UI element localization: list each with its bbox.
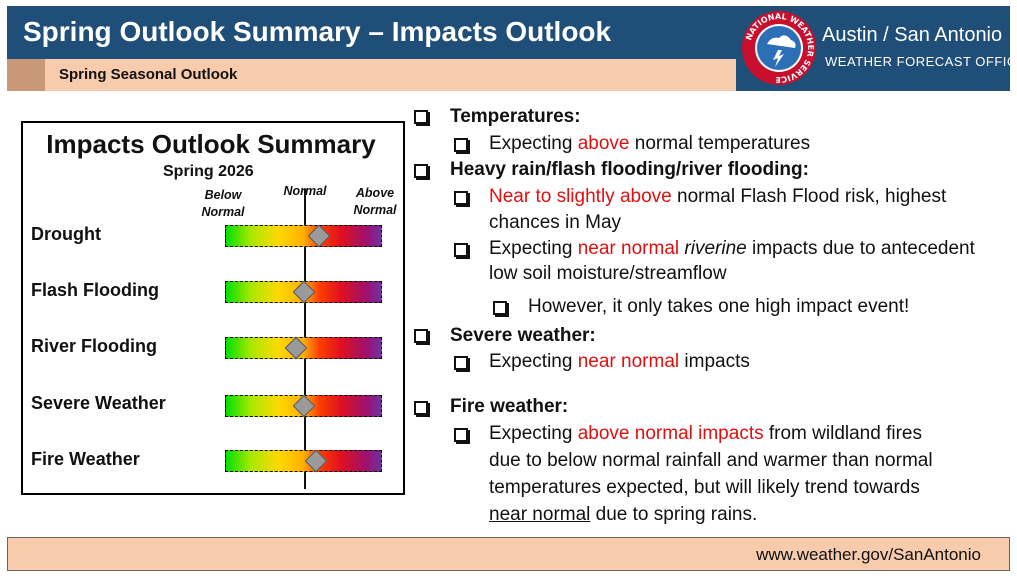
bullet-riverine: Expecting near normal riverine impacts d… bbox=[489, 238, 975, 259]
bullet-box bbox=[454, 138, 468, 152]
row-label-fire-weather: Fire Weather bbox=[31, 449, 140, 469]
bullet-flash-flood: Near to slightly above normal Flash Floo… bbox=[489, 186, 947, 207]
office-name: Austin / San Antonio bbox=[822, 24, 1003, 46]
row-label-severe-weather: Severe Weather bbox=[31, 393, 166, 413]
bullet-box bbox=[414, 110, 428, 124]
bullet-box bbox=[414, 329, 428, 343]
heading-severe-weather: Severe weather: bbox=[450, 325, 596, 346]
heading-temperatures: Temperatures: bbox=[450, 106, 581, 127]
bullet-riverine-cont: low soil moisture/streamflow bbox=[489, 263, 727, 284]
page-subtitle: Spring Seasonal Outlook bbox=[59, 66, 238, 83]
row-label-flash-flooding: Flash Flooding bbox=[31, 280, 159, 300]
office-banner: NATIONAL WEATHER SERVICE Austin / San An… bbox=[736, 6, 1017, 91]
footer-bar: www.weather.gov/SanAntonio bbox=[7, 537, 1010, 571]
bullet-fire-cont-2: temperatures expected, but will likely t… bbox=[489, 477, 920, 498]
bullet-box bbox=[414, 164, 428, 178]
impact-bar-fire-weather bbox=[225, 450, 382, 472]
bullet-severe: Expecting near normal impacts bbox=[489, 351, 750, 372]
heading-heavy-rain: Heavy rain/flash flooding/river flooding… bbox=[450, 159, 809, 180]
bullet-fire-cont-1: due to below normal rainfall and warmer … bbox=[489, 450, 933, 471]
office-subtitle: WEATHER FORECAST OFFICE bbox=[825, 54, 1017, 69]
bullet-box bbox=[493, 301, 507, 315]
subtitle-accent bbox=[7, 59, 45, 91]
row-label-drought: Drought bbox=[31, 224, 101, 244]
bullet-box bbox=[454, 243, 468, 257]
nws-logo-icon: NATIONAL WEATHER SERVICE bbox=[742, 11, 816, 85]
page-title: Spring Outlook Summary – Impacts Outlook bbox=[23, 16, 612, 47]
bullet-box bbox=[454, 191, 468, 205]
bullet-fire-cont-3: near normal due to spring rains. bbox=[489, 504, 758, 525]
row-label-river-flooding: River Flooding bbox=[31, 336, 157, 356]
footer-url-link[interactable]: www.weather.gov/SanAntonio bbox=[756, 545, 981, 564]
bullet-box bbox=[414, 401, 428, 415]
summary-title: Impacts Outlook Summary bbox=[46, 129, 376, 159]
impact-bar-drought bbox=[225, 225, 382, 247]
subtitle-bar: Spring Seasonal Outlook bbox=[7, 59, 736, 91]
bullet-temperatures: Expecting above normal temperatures bbox=[489, 133, 811, 154]
col-label-below: Below Normal bbox=[201, 188, 245, 219]
col-label-above: Above Normal bbox=[353, 186, 397, 217]
bullet-fire: Expecting above normal impacts from wild… bbox=[489, 423, 922, 444]
summary-season: Spring 2026 bbox=[163, 163, 254, 180]
bullet-flash-flood-cont: chances in May bbox=[489, 212, 622, 233]
heading-fire-weather: Fire weather: bbox=[450, 396, 569, 417]
impacts-summary-panel: Impacts Outlook Summary Spring 2026 Belo… bbox=[21, 121, 405, 495]
bullet-box bbox=[454, 356, 468, 370]
bullet-high-impact: However, it only takes one high impact e… bbox=[528, 296, 910, 317]
bullet-box bbox=[454, 428, 468, 442]
title-bar: Spring Outlook Summary – Impacts Outlook bbox=[7, 6, 736, 59]
